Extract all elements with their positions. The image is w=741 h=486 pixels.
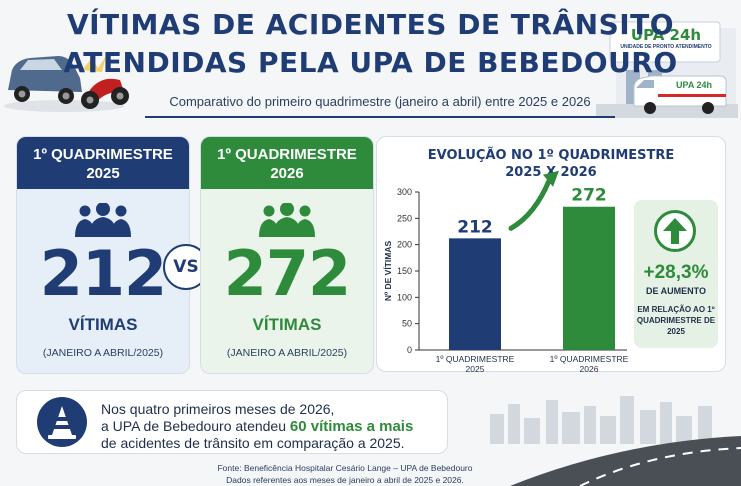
card-2026: 1º QUADRIMESTRE 2026 272 VÍTIMAS (JANEIR… <box>200 136 374 374</box>
growth-description: EM RELAÇÃO AO 1º QUADRIMESTRE DE 2025 <box>636 305 716 336</box>
source-note: Fonte: Beneficência Hospitalar Cesário L… <box>190 462 500 486</box>
card-2025-heading-line1: 1º QUADRIMESTRE <box>33 146 173 163</box>
upa-sign-main: UPA 24h <box>630 26 702 44</box>
info-line2: a UPA de Bebedouro atendeu 60 vítimas a … <box>101 418 441 435</box>
page-title-line1: VÍTIMAS DE ACIDENTES DE TRÂNSITO <box>66 8 675 41</box>
up-arrow-icon <box>654 210 696 252</box>
road-city-illustration <box>490 396 741 486</box>
info-box: Nos quatro primeiros meses de 2026, a UP… <box>16 390 448 454</box>
y-tick-label: 300 <box>397 187 412 197</box>
info-text: Nos quatro primeiros meses de 2026, a UP… <box>101 401 441 452</box>
car-crash-illustration <box>4 56 129 112</box>
card-2025: 1º QUADRIMESTRE 2025 212 VÍTIMAS (JANEIR… <box>16 136 190 374</box>
x-tick-label: 2026 <box>580 364 599 373</box>
y-tick-label: 50 <box>402 319 412 329</box>
x-tick-label: 1º QUADRIMESTRE <box>436 354 515 364</box>
card-2026-value: 272 <box>223 237 351 310</box>
y-tick-label: 0 <box>407 345 412 355</box>
y-tick-label: 250 <box>397 213 412 223</box>
people-icon <box>75 203 131 237</box>
source-line2: Dados referentes aos meses de janeiro a … <box>226 475 464 485</box>
bar-value-label: 272 <box>571 186 607 206</box>
growth-label: DE AUMENTO <box>645 286 706 296</box>
x-tick-label: 2025 <box>466 364 485 373</box>
chart-title: EVOLUÇÃO NO 1º QUADRIMESTRE 2025 X 2026 <box>377 147 725 181</box>
upa-sign-sub: UNIDADE DE PRONTO ATENDIMENTO <box>620 44 712 50</box>
info-line3: de acidentes de trânsito em comparação a… <box>101 435 405 451</box>
card-2025-value: 212 <box>39 237 167 310</box>
card-2025-unit: VÍTIMAS <box>68 315 138 334</box>
info-line1: Nos quatro primeiros meses de 2026, <box>101 401 335 417</box>
card-2026-heading: 1º QUADRIMESTRE 2026 <box>201 137 373 189</box>
ambulance-illustration <box>633 75 727 114</box>
bar-2025 <box>449 238 501 350</box>
card-2026-unit: VÍTIMAS <box>252 315 322 334</box>
x-tick-label: 1º QUADRIMESTRE <box>550 354 629 364</box>
card-2026-period: (JANEIRO A ABRIL/2025) <box>226 347 348 359</box>
traffic-cone-icon <box>37 397 87 447</box>
growth-value: +28,3% <box>643 262 709 283</box>
trend-arrow-icon <box>508 178 552 231</box>
card-2025-period: (JANEIRO A ABRIL/2025) <box>42 347 164 359</box>
chart-title-line1: EVOLUÇÃO NO 1º QUADRIMESTRE <box>427 148 675 163</box>
bar-2026 <box>563 206 615 350</box>
bar-chart: 0 50 100 150 200 250 300 Nº DE VÍTIMAS 212 1º QUA… <box>383 170 629 373</box>
card-2025-heading-line2: 2025 <box>86 165 120 182</box>
title-divider <box>145 116 615 118</box>
growth-badge: +28,3% DE AUMENTO EM RELAÇÃO AO 1º QUADR… <box>634 200 718 348</box>
card-2026-heading-line1: 1º QUADRIMESTRE <box>217 146 357 163</box>
chart-title-line2: 2025 X 2026 <box>505 165 597 180</box>
card-2025-heading: 1º QUADRIMESTRE 2025 <box>17 137 189 189</box>
y-tick-label: 150 <box>397 266 412 276</box>
page-subtitle: Comparativo do primeiro quadrimestre (ja… <box>169 94 591 109</box>
chart-panel: EVOLUÇÃO NO 1º QUADRIMESTRE 2025 X 2026 … <box>376 136 726 373</box>
card-2026-heading-line2: 2026 <box>270 165 304 182</box>
source-line1: Fonte: Beneficência Hospitalar Cesário L… <box>217 463 473 473</box>
trend-arrow-head-icon <box>543 170 559 187</box>
card-2025-body: 212 VÍTIMAS (JANEIRO A ABRIL/2025) <box>17 189 189 373</box>
page-title-line2: ATENDIDAS PELA UPA DE BEBEDOURO <box>63 46 678 79</box>
info-line2-pre: a UPA de Bebedouro atendeu <box>101 418 290 434</box>
y-axis-label: Nº DE VÍTIMAS <box>383 241 393 302</box>
people-icon <box>259 203 315 237</box>
card-2026-body: 272 VÍTIMAS (JANEIRO A ABRIL/2025) <box>201 189 373 373</box>
y-tick-label: 200 <box>397 240 412 250</box>
bar-value-label: 212 <box>457 217 493 237</box>
ambulance-label: UPA 24h <box>676 80 713 90</box>
info-highlight: 60 vítimas a mais <box>289 418 414 435</box>
y-tick-label: 100 <box>397 292 412 302</box>
upa-sign: UPA 24h UNIDADE DE PRONTO ATENDIMENTO <box>614 26 718 50</box>
